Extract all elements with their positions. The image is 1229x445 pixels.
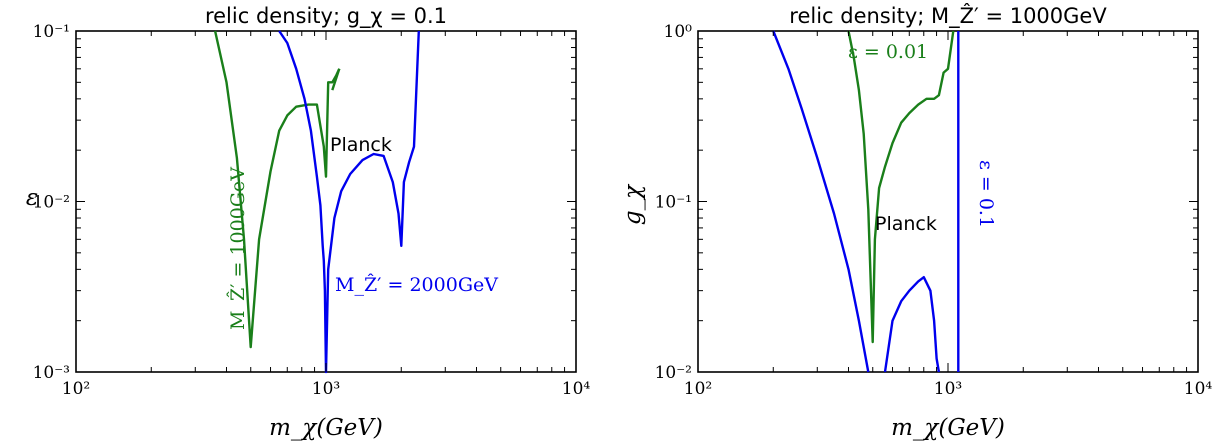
right-x-axis-label: m_χ(GeV) [891, 415, 1005, 441]
right-eps001-annotation: ε = 0.01 [848, 41, 928, 63]
y-tick-label: 10⁻¹ [33, 22, 70, 42]
right-planck-annotation: Planck [875, 213, 937, 235]
left-series-layer [213, 30, 420, 374]
series-line-0 [213, 30, 341, 349]
series-line-2 [278, 30, 420, 374]
series-line-2 [883, 276, 941, 373]
left-mz1000-annotation: M_Ẑ′ = 1000GeV [226, 167, 249, 330]
left-mz2000-annotation: M_Ẑ′ = 2000GeV [335, 273, 498, 296]
x-tick-label: 10⁴ [562, 379, 591, 399]
y-tick-label: 10⁻³ [33, 363, 70, 383]
left-planck-annotation: Planck [330, 134, 392, 156]
left-chart-panel: relic density; g_χ = 0.1 10² 10³ 10⁴ 10⁻³1… [26, 4, 591, 441]
series-line-1 [772, 30, 870, 373]
right-series-layer [772, 30, 960, 373]
series-line-1 [331, 68, 341, 91]
right-chart-panel: relic density; M_Ẑ′ = 1000GeV 10² 10³ 10⁴ … [620, 3, 1212, 441]
series-line-0 [847, 30, 955, 344]
x-tick-label: 10⁴ [1184, 379, 1213, 399]
right-y-ticks: 10⁻² 10⁻¹ 10⁰ [655, 22, 1198, 383]
y-tick-label: 10⁻¹ [655, 193, 692, 213]
right-y-axis-label: g_χ [620, 183, 646, 225]
y-tick-label: 10⁻² [655, 363, 692, 383]
right-chart-title: relic density; M_Ẑ′ = 1000GeV [789, 3, 1107, 29]
left-chart-title: relic density; g_χ = 0.1 [205, 4, 447, 29]
right-x-ticks: 10² 10³ 10⁴ [684, 31, 1213, 399]
x-tick-label: 10² [684, 379, 712, 399]
left-x-ticks: 10² 10³ 10⁴ [62, 31, 591, 399]
left-y-axis-label: ε [26, 185, 38, 211]
x-tick-label: 10³ [934, 379, 962, 399]
y-tick-label: 10⁻² [33, 193, 70, 213]
left-x-axis-label: m_χ(GeV) [269, 415, 383, 441]
right-plot-frame [697, 30, 1199, 373]
x-tick-label: 10² [62, 379, 90, 399]
left-y-ticks: 10⁻³ 10⁻² 10⁻¹ [33, 22, 576, 383]
y-tick-label: 10⁰ [664, 22, 693, 42]
right-eps01-annotation: ε = 0.1 [975, 160, 997, 228]
x-tick-label: 10³ [312, 379, 340, 399]
